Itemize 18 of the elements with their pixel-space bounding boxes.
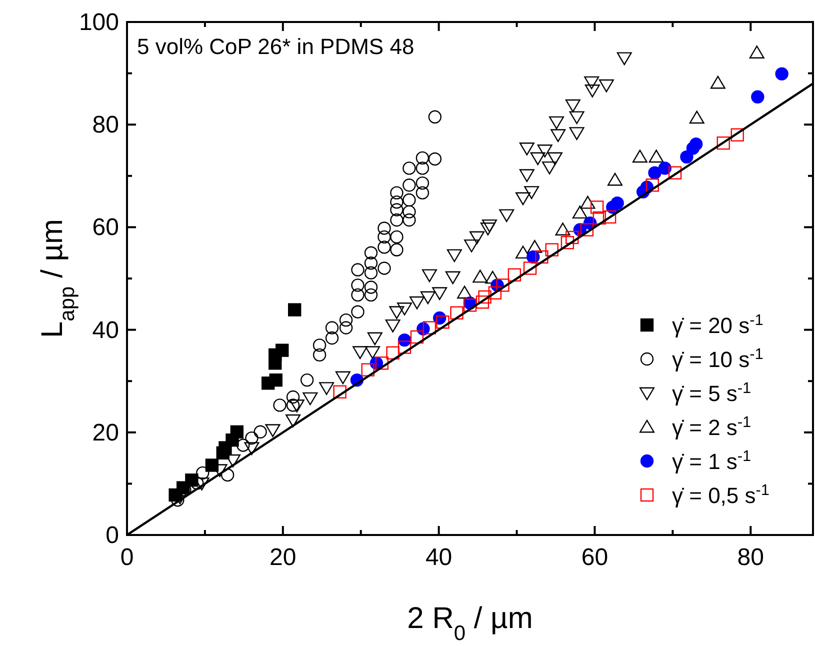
x-tick-label: 60 [581,544,608,571]
y-tick-label: 0 [106,522,119,549]
legend-label: γ̇ = 1 s$^{-1}$ [672,448,752,474]
y-tick-label: 100 [78,9,119,36]
x-tick-label: 40 [425,544,452,571]
legend-label: γ̇ = 10 s$^{-1}$ [672,346,764,372]
legend-label: γ̇ = 5 s$^{-1}$ [672,380,752,406]
y-tick-label: 60 [92,214,119,242]
annotation: 5 vol% CoP 26* in PDMS 48 [137,34,414,59]
legend-label: γ̇ = 2 s$^{-1}$ [672,414,752,440]
y-tick-label: 20 [92,419,119,446]
y-tick-label: 80 [92,112,119,139]
x-tick-label: 80 [737,544,764,571]
legend-label: γ̇ = 0,5 s$^{-1}$ [672,482,770,508]
x-tick-label: 20 [270,544,296,571]
legend-label: γ̇ = 20 s$^{-1}$ [672,312,764,338]
x-axis-title: 2 R$_{0}$ / µm [407,602,533,644]
y-tick-label: 40 [92,316,119,344]
